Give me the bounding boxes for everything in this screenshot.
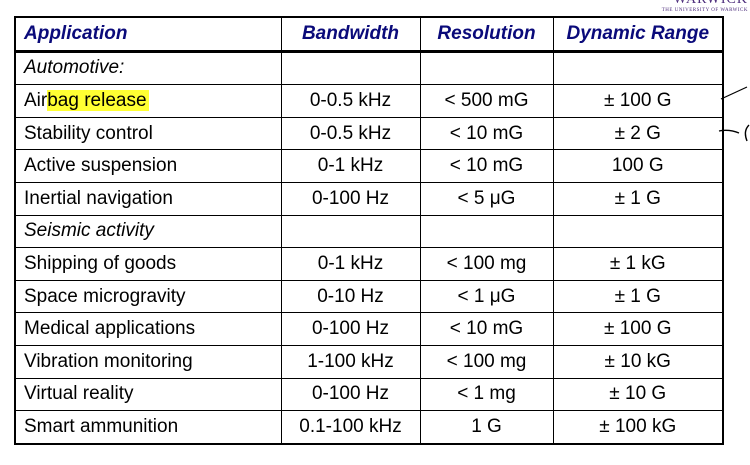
cell-resolution: < 1 mg (419, 377, 554, 412)
cell-bandwidth: 0.1-100 kHz (280, 410, 421, 445)
accelerometer-applications-table: Application Bandwidth Resolution Dynamic… (14, 16, 724, 445)
table-row: Shipping of goods 0-1 kHz < 100 mg ± 1 k… (14, 247, 724, 281)
cell-bandwidth (280, 50, 421, 86)
cell-dynamic-range: ± 100 G (552, 84, 724, 118)
section-label: Automotive: (14, 50, 282, 86)
logo-name: WARWICK (662, 0, 748, 8)
table-row: Stability control 0-0.5 kHz < 10 mG ± 2 … (14, 116, 724, 151)
cell-bandwidth: 0-10 Hz (280, 279, 421, 314)
cell-resolution: < 100 mg (419, 344, 554, 379)
cell-application: Space microgravity (14, 279, 282, 314)
cell-application: Active suspension (14, 149, 282, 183)
cell-dynamic-range: ± 10 kG (552, 344, 724, 379)
cell-bandwidth: 0-100 Hz (280, 312, 421, 346)
table-row: Inertial navigation 0-100 Hz < 5 μG ± 1 … (14, 181, 724, 216)
handwritten-annotation (718, 86, 750, 142)
cell-application: Medical applications (14, 312, 282, 346)
cell-bandwidth (280, 214, 421, 249)
cell-resolution (419, 50, 554, 86)
table-row: Vibration monitoring 1-100 kHz < 100 mg … (14, 344, 724, 379)
table-row: Airbag release 0-0.5 kHz < 500 mG ± 100 … (14, 84, 724, 118)
cell-application: Vibration monitoring (14, 344, 282, 379)
cell-bandwidth: 0-0.5 kHz (280, 116, 421, 151)
cell-bandwidth: 0-100 Hz (280, 377, 421, 412)
application-name-prefix: Air (24, 89, 48, 111)
cell-resolution: < 100 mg (419, 247, 554, 281)
header-resolution: Resolution (419, 16, 554, 53)
cell-bandwidth: 0-1 kHz (280, 149, 421, 183)
cell-resolution (419, 214, 554, 249)
logo-subtitle: THE UNIVERSITY OF WARWICK (661, 8, 748, 13)
cell-resolution: < 5 μG (419, 181, 554, 216)
cell-bandwidth: 0-100 Hz (280, 181, 421, 216)
cell-bandwidth: 1-100 kHz (280, 344, 421, 379)
cell-resolution: < 1 μG (419, 279, 554, 314)
cell-dynamic-range: ± 10 G (552, 377, 724, 412)
table-header-row: Application Bandwidth Resolution Dynamic… (14, 16, 724, 53)
cell-application: Smart ammunition (14, 410, 282, 445)
highlighted-text: bag release (47, 89, 149, 111)
section-label: Seismic activity (14, 214, 282, 249)
cell-resolution: < 10 mG (419, 312, 554, 346)
header-application: Application (14, 16, 282, 53)
cell-dynamic-range: ± 1 G (552, 279, 724, 314)
cell-application: Virtual reality (14, 377, 282, 412)
header-dynamic-range: Dynamic Range (552, 16, 724, 53)
header-bandwidth: Bandwidth (280, 16, 421, 53)
cell-resolution: < 10 mG (419, 116, 554, 151)
table-row: Seismic activity (14, 214, 724, 249)
cell-application: Airbag release (14, 84, 282, 118)
table-row: Active suspension 0-1 kHz < 10 mG 100 G (14, 149, 724, 183)
cell-resolution: < 10 mG (419, 149, 554, 183)
table-row: Medical applications 0-100 Hz < 10 mG ± … (14, 312, 724, 346)
cell-dynamic-range: 100 G (552, 149, 724, 183)
table-row: Space microgravity 0-10 Hz < 1 μG ± 1 G (14, 279, 724, 314)
cell-bandwidth: 0-0.5 kHz (280, 84, 421, 118)
cell-application: Inertial navigation (14, 181, 282, 216)
cell-dynamic-range: ± 1 kG (552, 247, 724, 281)
cell-bandwidth: 0-1 kHz (280, 247, 421, 281)
cell-resolution: 1 G (419, 410, 554, 445)
annotation-stroke-lower (718, 129, 740, 134)
cell-application: Stability control (14, 116, 282, 151)
cell-resolution: < 500 mG (419, 84, 554, 118)
cell-dynamic-range (552, 214, 724, 249)
cell-dynamic-range: ± 100 G (552, 312, 724, 346)
university-logo: WARWICK THE UNIVERSITY OF WARWICK (662, 0, 748, 14)
cell-dynamic-range: ± 1 G (552, 181, 724, 216)
cell-dynamic-range: ± 2 G (552, 116, 724, 151)
annotation-stroke-upper (720, 86, 748, 100)
annotation-curve (744, 124, 750, 142)
cell-application: Shipping of goods (14, 247, 282, 281)
cell-dynamic-range (552, 50, 724, 86)
table-row: Automotive: (14, 50, 724, 86)
table-row: Virtual reality 0-100 Hz < 1 mg ± 10 G (14, 377, 724, 412)
cell-dynamic-range: ± 100 kG (552, 410, 724, 445)
table-row: Smart ammunition 0.1-100 kHz 1 G ± 100 k… (14, 410, 724, 445)
